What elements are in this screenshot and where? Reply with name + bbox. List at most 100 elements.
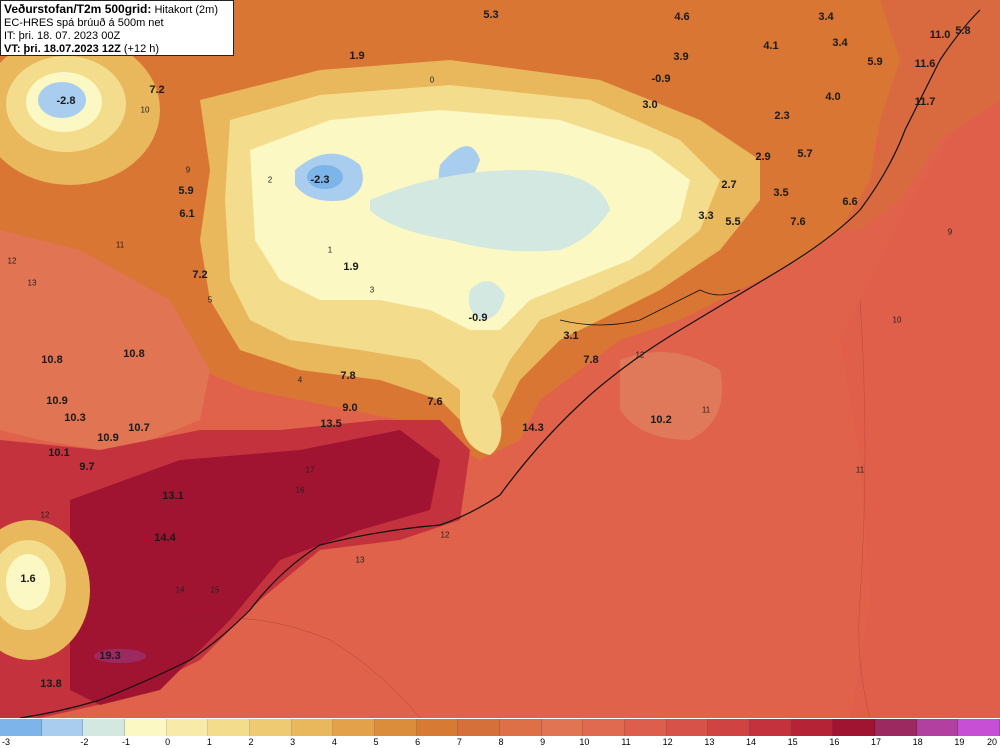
temperature-value-label: 7.8 [583,354,599,366]
temperature-value-label: 7.2 [192,269,208,281]
temperature-value-label: 6.1 [179,208,195,220]
color-legend: -3 -2 -1 0 1 2 3 4 5 6 7 8 9 10 11 12 13 14 15 16 17 18 19 20 [0,718,1000,748]
temperature-value-label: 3.4 [832,37,848,49]
temperature-value-label: 10.7 [128,422,150,434]
temperature-value-label: 5.5 [725,216,741,228]
color-legend-tick: -2 [80,737,89,747]
color-legend-tick: 15 [787,737,798,747]
temperature-value-label: 5.9 [178,185,194,197]
color-legend-tick: 7 [456,737,462,747]
header-init-line: IT: þri. 18. 07. 2023 00Z [4,30,121,42]
contour-level-label: 10 [892,315,902,325]
temperature-value-label: 6.6 [842,196,858,208]
contour-level-label: 11 [115,240,125,250]
coastline-south [19,524,441,718]
temperature-value-label: 9.7 [79,461,95,473]
ice-cap-pale [370,170,610,252]
color-legend-tick: 20 [986,737,998,747]
color-legend-tick: 17 [870,737,882,747]
header-model-line: EC-HRES spá brúuð á 500m net [4,17,164,29]
contour-level-label: 5 [207,295,213,305]
header-valid-suffix: (+12 h) [123,43,160,55]
contour-level-label: 16 [295,485,305,495]
color-legend-strip [0,719,1000,736]
contour-level-label: 4 [297,375,303,385]
color-legend-cell [166,719,209,736]
temperature-value-label: -2.3 [310,174,330,186]
color-legend-cell [875,719,917,736]
temperature-value-label: 9.0 [342,402,358,414]
color-legend-cell [625,719,667,736]
contour-level-label: 12 [7,256,17,266]
temperature-value-label: 10.9 [46,395,68,407]
color-legend-tick: 9 [540,737,546,747]
color-legend-cell [916,719,959,736]
temperature-value-label: 2.9 [755,151,771,163]
color-legend-tick: -3 [1,737,11,747]
temperature-value-label: 2.7 [721,179,737,191]
temperature-map [0,0,1000,718]
nw-blue [38,82,86,118]
color-legend-tick: 6 [415,737,421,747]
temperature-value-label: 1.9 [343,261,359,273]
header-valid-time: VT: þri. 18.07.2023 12Z [4,43,121,55]
west-warm-band [0,230,210,450]
color-legend-cell [291,719,334,736]
south-glacier-tongue [460,386,502,455]
temperature-value-label: 13.1 [162,490,184,502]
contour-level-label: 2 [267,175,273,185]
temperature-value-label: -2.8 [56,95,76,107]
color-legend-tick: 8 [498,737,504,747]
temperature-value-label: 10.3 [64,412,86,424]
color-legend-cell [0,719,42,736]
color-legend-cell [708,719,751,736]
color-legend-tick: 5 [373,737,379,747]
boundary-line-2 [858,299,871,718]
temperature-value-label: 11.7 [914,96,936,108]
contour-level-label: 14 [175,585,185,595]
sw-pale [6,554,50,610]
header-title: Veðurstofan/T2m 500grid: [4,2,152,16]
contour-level-label: 3 [369,285,375,295]
coastline-inner [559,289,741,326]
color-legend-cell [83,719,126,736]
color-legend-tick: 12 [662,737,673,747]
color-legend-cell [208,719,251,736]
header-title-suffix: Hitakort (2m) [154,4,218,16]
temperature-value-label: 4.0 [825,91,841,103]
color-legend-tick: 13 [704,737,715,747]
color-legend-cell [833,719,876,736]
temperature-value-label: 10.1 [48,447,70,459]
glacier-south [468,281,505,320]
color-legend-tick: 11 [621,737,631,747]
temperature-value-label: 10.2 [650,414,672,426]
color-legend-cell [750,719,792,736]
hotspot-magenta [94,649,146,663]
color-legend-tick: 1 [206,737,212,747]
contour-level-label: 17 [305,465,315,475]
temperature-value-label: 5.7 [797,148,813,160]
color-legend-cell [541,719,584,736]
temperature-value-label: 3.0 [642,99,658,111]
color-legend-tick: 19 [954,737,965,747]
color-legend-tick: 3 [290,737,296,747]
temperature-value-label: 7.2 [149,84,165,96]
color-legend-tick: -1 [121,737,131,747]
contour-level-label: 9 [947,227,953,237]
color-legend-cell [458,719,501,736]
temperature-value-label: 1.9 [349,50,365,62]
contour-level-label: 9 [185,165,191,175]
temperature-value-label: 3.5 [773,187,789,199]
east-region [700,0,1000,718]
temperature-value-label: 7.8 [340,370,356,382]
temperature-value-label: 3.4 [818,11,834,23]
color-legend-tick: 18 [912,737,923,747]
temperature-value-label: 3.9 [673,51,689,63]
color-legend-tick: 16 [829,737,840,747]
color-legend-tick: 4 [331,737,337,747]
temperature-value-label: 10.8 [41,354,63,366]
boundary-line-1 [179,617,421,718]
color-legend-ticks: -3 -2 -1 0 1 2 3 4 5 6 7 8 9 10 11 12 13 14 15 16 17 18 19 20 [0,737,1000,748]
temperature-value-label: 13.8 [40,678,62,690]
temperature-value-label: 4.6 [674,11,690,23]
